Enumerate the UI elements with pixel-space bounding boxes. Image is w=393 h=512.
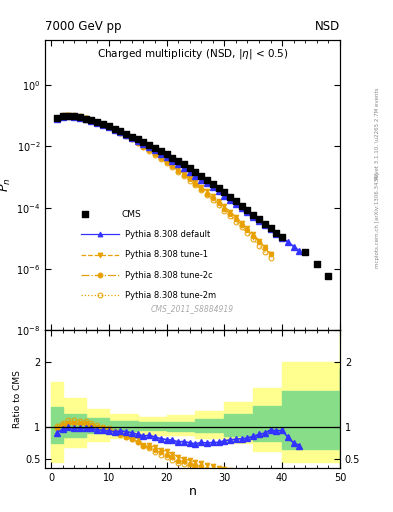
Point [227,193,233,201]
Point [273,229,279,237]
Point [134,135,141,143]
Point [250,210,256,219]
Point [302,248,309,257]
Point [175,157,181,165]
Point [187,164,193,172]
Point [129,133,135,141]
Text: Charged multiplicity (NSD, |$\eta$| < 0.5): Charged multiplicity (NSD, |$\eta$| < 0.… [97,47,288,61]
Text: Pythia 8.308 tune-2c: Pythia 8.308 tune-2c [125,270,212,280]
Text: Pythia 8.308 tune-2m: Pythia 8.308 tune-2m [125,291,216,300]
Text: mcplots.cern.ch [arXiv:1306.3436]: mcplots.cern.ch [arXiv:1306.3436] [375,173,380,268]
Point [221,188,228,196]
Point [181,160,187,168]
Point [244,206,251,214]
Point [256,215,262,223]
Point [53,114,60,122]
Point [163,151,170,159]
Y-axis label: $P_n$: $P_n$ [0,178,13,193]
Point [215,184,222,192]
Point [65,112,72,120]
Point [49,93,55,101]
Point [325,272,332,280]
Point [209,180,216,188]
Text: CMS: CMS [122,209,141,219]
Point [59,112,66,120]
Text: Pythia 8.308 default: Pythia 8.308 default [125,230,210,239]
Point [239,201,245,209]
Text: Rivet 3.1.10, \u2265 2.7M events: Rivet 3.1.10, \u2265 2.7M events [375,88,380,179]
Point [123,130,129,138]
Point [279,233,285,241]
Text: NSD: NSD [315,19,340,33]
Text: 7000 GeV pp: 7000 GeV pp [45,19,122,33]
Point [233,197,239,205]
Point [106,122,112,131]
Point [111,124,118,133]
Point [140,138,147,146]
Point [169,154,176,162]
Point [77,113,83,121]
Text: Pythia 8.308 tune-1: Pythia 8.308 tune-1 [125,250,208,259]
Point [198,172,204,180]
Y-axis label: Ratio to CMS: Ratio to CMS [13,370,22,429]
Point [94,118,100,126]
Point [146,141,152,150]
Point [268,224,274,232]
Point [204,176,210,184]
Point [192,167,198,176]
Point [88,116,95,124]
Text: CMS_2011_S8884919: CMS_2011_S8884919 [151,304,234,313]
Point [152,144,158,152]
Point [83,115,89,123]
Point [158,147,164,155]
Point [71,112,77,120]
Point [314,260,320,268]
Point [100,120,106,129]
X-axis label: n: n [189,485,196,498]
Point [117,127,123,136]
Point [262,220,268,228]
